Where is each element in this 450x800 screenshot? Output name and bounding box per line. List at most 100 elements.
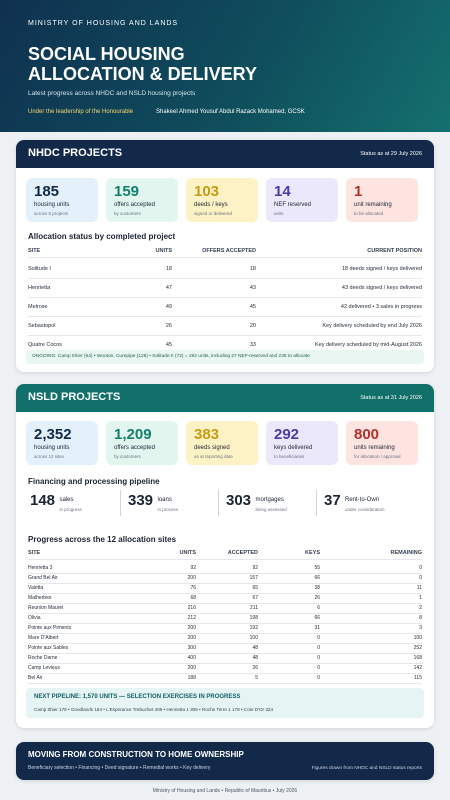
kpi-sublabel: to beneficiaries — [274, 454, 305, 459]
cell: Bel Air — [28, 675, 43, 681]
cell: 11 — [416, 585, 422, 591]
cell: Mare D'Albert — [28, 635, 59, 641]
cell: 48 — [252, 655, 258, 661]
cell: 48 — [252, 645, 258, 651]
divider — [120, 490, 121, 516]
cell: 0 — [317, 645, 320, 651]
rule — [28, 297, 422, 298]
cell: 20 — [249, 323, 256, 329]
kpi-label: housing units — [34, 445, 70, 451]
cell: Quatre Cocos — [28, 342, 62, 348]
cell: 66 — [314, 615, 320, 621]
credit: Ministry of Housing and Lands • Republic… — [152, 788, 298, 794]
cell: 300 — [187, 645, 196, 651]
kpi-label: offers accepted — [114, 445, 155, 451]
rule — [28, 603, 422, 604]
ministry: MINISTRY OF HOUSING AND LANDS — [28, 20, 179, 27]
pipeline-label: mortgages — [255, 497, 284, 503]
rule — [28, 593, 422, 594]
column-header: CURRENT POSITION — [367, 248, 422, 254]
cell: 18 — [165, 266, 172, 272]
cell: Pointe aux Sables — [28, 645, 69, 651]
cell: Key delivery scheduled by end July 2026 — [322, 323, 422, 329]
kpi-label: deeds signed — [194, 445, 230, 451]
cell: 43 deeds signed / keys delivered — [341, 285, 422, 291]
cell: 66 — [314, 575, 320, 581]
cell: 200 — [187, 625, 196, 631]
cell: Grand Bel Air — [28, 575, 58, 581]
footer-title: MOVING FROM CONSTRUCTION TO HOME OWNERSH… — [28, 750, 244, 759]
cell: 198 — [249, 615, 258, 621]
pipeline-title: Financing and processing pipeline — [28, 477, 160, 486]
divider — [218, 490, 219, 516]
status: Status as at 29 July 2026 — [360, 151, 422, 157]
cell: Henrietta 3 — [28, 565, 53, 571]
cell: 400 — [187, 655, 196, 661]
title: SOCIAL HOUSING — [28, 44, 185, 64]
ongoing-note: ONGOING: Camp Ithier (64) • Wooton, Cure… — [26, 350, 424, 364]
cell: Sebastopol — [28, 323, 56, 329]
kpi-value: 1 — [354, 183, 363, 200]
cell: 26 — [165, 323, 172, 329]
column-header: UNITS — [179, 550, 197, 556]
kpi-sublabel: signed or delivered — [194, 211, 233, 216]
rule — [28, 613, 422, 614]
kpi-label: NEF reserved — [274, 202, 312, 208]
cell: 0 — [317, 635, 320, 641]
kpi-value: 2,352 — [34, 426, 72, 443]
cell: Roche Darne — [28, 655, 58, 661]
kpi-value: 14 — [274, 183, 291, 200]
cell: 92 — [190, 565, 196, 571]
cell: 115 — [414, 675, 422, 681]
column-header: REMAINING — [390, 550, 422, 556]
cell: 0 — [419, 575, 422, 581]
kpi-value: 185 — [34, 183, 60, 200]
cell: 31 — [314, 625, 320, 631]
rule — [28, 653, 422, 654]
cell: 18 — [249, 266, 256, 272]
cell: 18 deeds signed / keys delivered — [341, 266, 422, 272]
cell: Pointe aux Piments — [28, 625, 72, 631]
kpi-label: units remaining — [354, 445, 395, 451]
cell: 92 — [252, 565, 258, 571]
header: MINISTRY OF HOUSING AND LANDS SOCIAL HOUS… — [0, 0, 450, 132]
cell: 211 — [250, 605, 258, 611]
subtitle: Latest progress across NHDC and NSLD hou… — [28, 90, 196, 97]
pipeline-value: 37 — [324, 492, 341, 509]
cell: 252 — [413, 645, 422, 651]
cell: 45 — [249, 304, 256, 310]
kpi-sublabel: as at reporting date — [194, 454, 233, 459]
cell: 43 — [249, 285, 256, 291]
cell: Melrose — [28, 304, 48, 310]
kpi-label: unit remaining — [354, 202, 392, 208]
cell: Camp Levieux — [28, 665, 60, 671]
cell: 0 — [317, 655, 320, 661]
cell: 0 — [317, 665, 320, 671]
cell: 26 — [252, 665, 258, 671]
kpi-value: 383 — [194, 426, 220, 443]
table-title: Progress across the 12 allocation sites — [28, 535, 177, 544]
kpi-card: 383 deeds signed as at reporting date — [186, 421, 258, 465]
cell: Key delivery scheduled by mid-August 202… — [314, 342, 422, 348]
next-pipeline: NEXT PIPELINE: 1,570 UNITS — SELECTION E… — [26, 688, 424, 718]
pipeline-label: Rent-to-Own — [345, 497, 380, 503]
kpi-label: offers accepted — [114, 202, 155, 208]
pipeline-sublabel: under consideration — [345, 507, 385, 512]
pipeline-value: 303 — [226, 492, 252, 509]
cell: 67 — [252, 595, 258, 601]
rule — [28, 623, 422, 624]
cell: 45 — [165, 342, 172, 348]
rule — [28, 559, 422, 560]
next-pipeline-title: NEXT PIPELINE: 1,570 UNITS — SELECTION E… — [34, 694, 241, 700]
kpi-sublabel: by customers — [114, 454, 141, 459]
cell: 192 — [249, 625, 258, 631]
kpi-sublabel: units — [274, 211, 284, 216]
cell: 5 — [255, 675, 258, 681]
cell: 216 — [187, 605, 196, 611]
footer-box: MOVING FROM CONSTRUCTION TO HOME OWNERSH… — [16, 742, 434, 780]
cell: 212 — [187, 615, 196, 621]
column-header: KEYS — [305, 550, 320, 556]
pipeline-sublabel: being assessed — [255, 507, 287, 512]
kpi-card: 292 keys delivered to beneficiaries — [266, 421, 338, 465]
